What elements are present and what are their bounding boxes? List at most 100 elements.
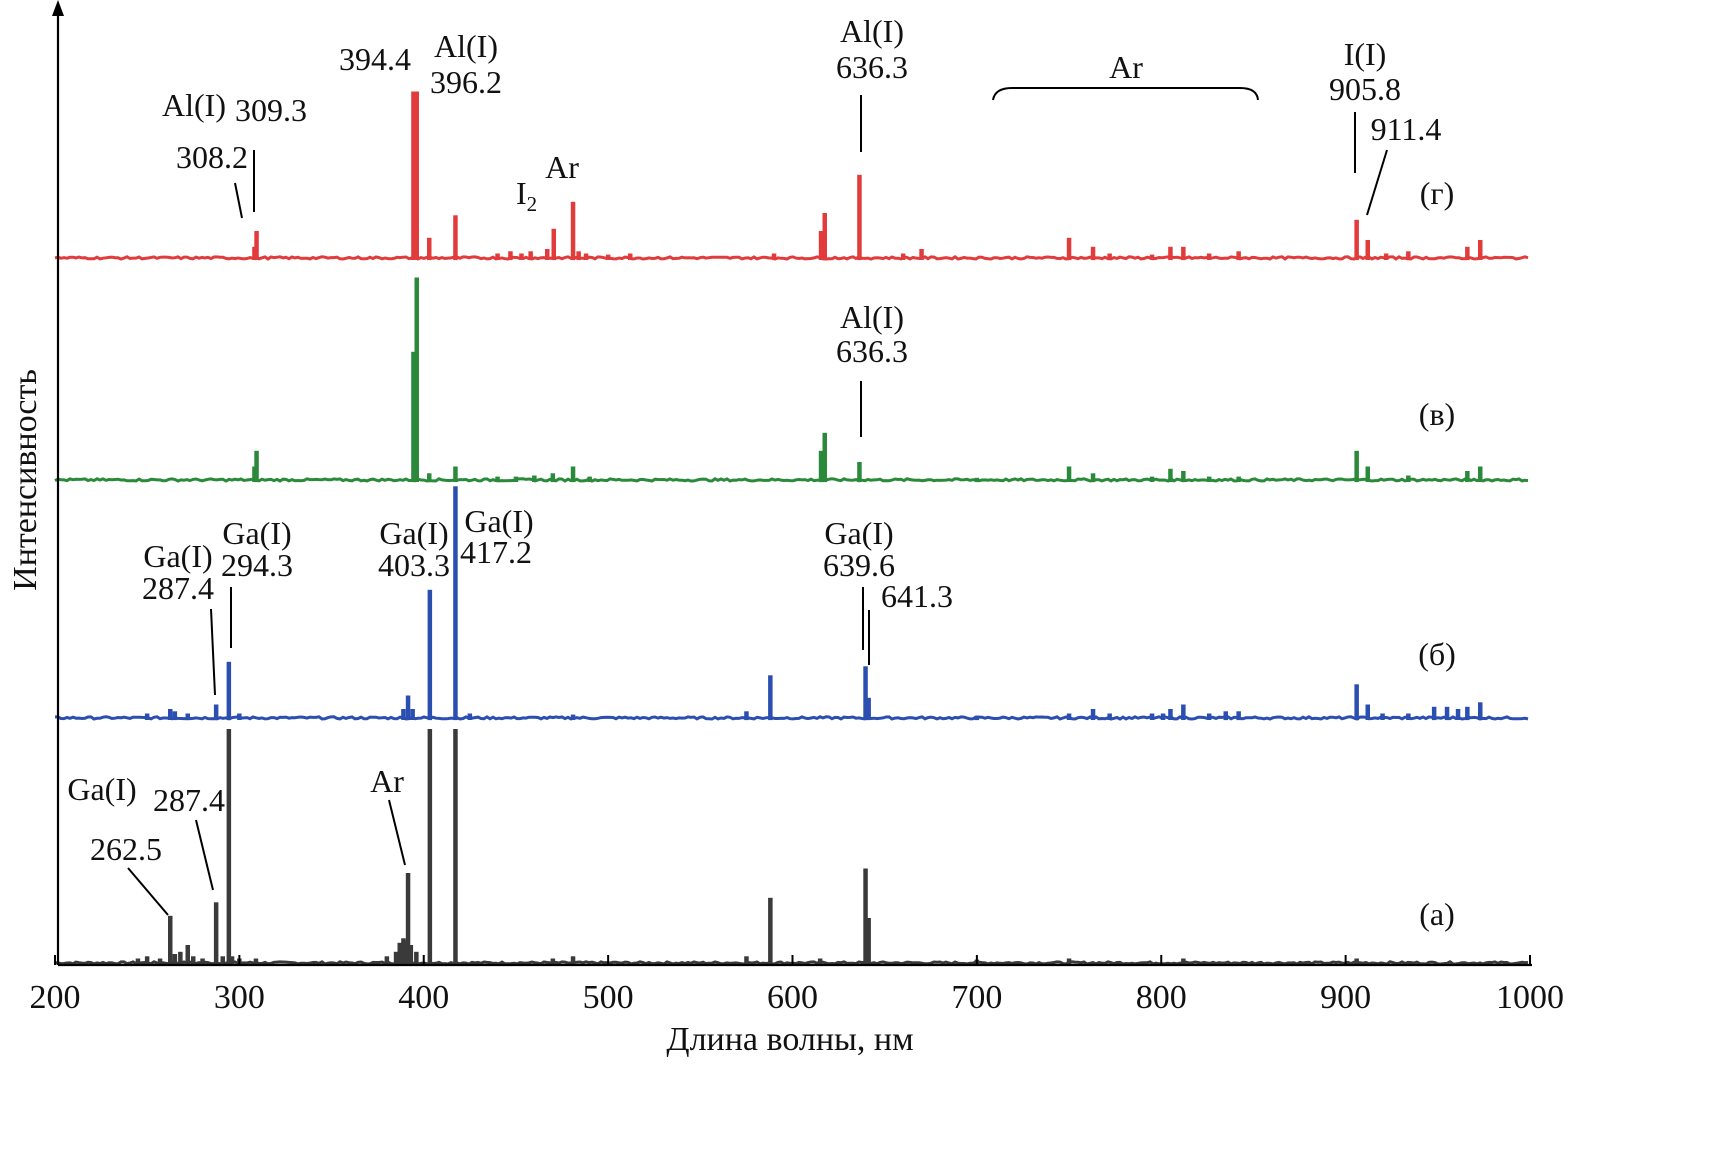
ar-bracket — [992, 87, 1259, 101]
peak-3-18 — [818, 231, 824, 260]
peak-0-8 — [200, 958, 205, 965]
peak-2-9 — [550, 473, 556, 483]
peak-1-3 — [185, 713, 190, 720]
peak-3-28 — [1181, 246, 1186, 261]
peak-3-11 — [551, 228, 556, 261]
peak-2-14 — [857, 462, 862, 482]
peak-3-3 — [414, 91, 419, 260]
x-tick-label-500: 500 — [583, 979, 634, 1016]
x-tick-label-200: 200 — [30, 979, 81, 1016]
peak-3-1 — [254, 231, 259, 260]
annotation-leaders — [127, 87, 1388, 916]
peak-0-14 — [253, 958, 259, 965]
label-g-i-header: I(I) — [1344, 36, 1387, 72]
peak-2-15 — [974, 477, 980, 483]
peak-2-1 — [254, 450, 259, 483]
label-g-911: 911.4 — [1371, 111, 1442, 147]
peak-3-27 — [1168, 246, 1173, 261]
peak-3-35 — [1465, 246, 1470, 261]
label-a-ga-header: Ga(I) — [67, 771, 136, 807]
peak-1-12 — [467, 713, 473, 720]
peak-3-2 — [411, 91, 416, 260]
peak-2-6 — [495, 476, 500, 482]
series-3-baseline — [54, 254, 1529, 261]
peak-0-12 — [229, 956, 235, 966]
peak-0-4 — [172, 954, 178, 965]
label-b-ga-417-header: Ga(I) — [464, 503, 533, 539]
peak-1-33 — [1431, 706, 1437, 721]
label-b-639: 639.6 — [823, 547, 895, 583]
label-g-396: 396.2 — [430, 64, 502, 100]
peak-0-19 — [403, 940, 408, 965]
peak-3-26 — [1149, 254, 1155, 260]
label-g-ar: Ar — [545, 149, 579, 185]
peak-3-8 — [519, 253, 524, 260]
peak-2-19 — [1168, 468, 1173, 483]
peak-1-34 — [1444, 706, 1450, 721]
peak-0-0 — [135, 958, 141, 965]
peak-3-20 — [857, 174, 862, 261]
label-a-287: 287.4 — [153, 782, 225, 818]
label-g-al-636-header: Al(I) — [840, 13, 904, 49]
x-tick-label-900: 900 — [1320, 979, 1371, 1016]
peak-2-16 — [1066, 466, 1072, 482]
label-b-287: 287.4 — [142, 570, 214, 606]
peak-0-24 — [453, 729, 458, 965]
peak-2-2 — [411, 351, 416, 483]
peak-2-26 — [1465, 471, 1470, 482]
peak-1-7 — [401, 709, 406, 720]
peak-3-24 — [1090, 246, 1096, 261]
peak-3-22 — [919, 249, 924, 260]
peak-3-34 — [1406, 251, 1411, 261]
label-g-905: 905.8 — [1329, 71, 1401, 107]
label-g-308: 308.2 — [176, 139, 248, 175]
label-g-al-309-header: Al(I) — [162, 87, 226, 123]
peak-1-27 — [1223, 711, 1228, 721]
peak-3-16 — [628, 253, 633, 260]
peak-1-0 — [144, 713, 150, 720]
peak-3-36 — [1478, 240, 1483, 260]
peak-0-34 — [1181, 958, 1186, 965]
x-axis-ticks: 200 300 400 500 600 700 800 900 1000 — [30, 955, 1564, 1016]
label-g-394: 394.4 — [339, 41, 411, 77]
peak-1-18 — [974, 715, 980, 721]
peak-3-9 — [528, 251, 533, 261]
label-g-i2-sub: 2 — [527, 192, 538, 216]
label-g-ar-bracket: Ar — [1109, 49, 1143, 85]
peak-3-4 — [427, 237, 432, 261]
peak-3-6 — [495, 253, 500, 260]
peak-3-29 — [1206, 253, 1212, 260]
peak-0-20 — [405, 873, 411, 965]
x-tick-label-800: 800 — [1136, 979, 1187, 1016]
peak-1-4 — [213, 704, 219, 720]
label-b-ga-639-header: Ga(I) — [824, 515, 893, 551]
peak-3-32 — [1365, 240, 1370, 260]
label-b-ga-403-header: Ga(I) — [379, 515, 448, 551]
label-g-al-396-header: Al(I) — [434, 28, 498, 64]
peak-1-5 — [226, 661, 232, 721]
peak-3-17 — [771, 253, 777, 260]
series-0 — [54, 729, 1529, 966]
label-g-636: 636.3 — [836, 49, 908, 85]
peak-1-11 — [453, 486, 458, 721]
label-v-al-header: Al(I) — [840, 299, 904, 335]
peak-1-28 — [1236, 711, 1241, 721]
peak-3-14 — [583, 253, 589, 260]
peak-1-36 — [1465, 706, 1470, 721]
peak-1-9 — [410, 709, 415, 720]
peak-0-3 — [168, 915, 173, 966]
peak-1-21 — [1107, 713, 1112, 720]
peak-0-31 — [866, 918, 871, 965]
x-tick-label-400: 400 — [398, 979, 449, 1016]
label-b-417: 417.2 — [460, 534, 532, 570]
peak-2-12 — [818, 450, 824, 483]
tag-v: (в) — [1419, 396, 1455, 432]
peak-3-5 — [453, 215, 458, 261]
label-a-262: 262.5 — [90, 831, 162, 867]
label-b-ga-287-header: Ga(I) — [143, 538, 212, 574]
peak-1-13 — [570, 714, 576, 720]
peak-2-5 — [453, 466, 458, 482]
label-g-i2-main: I — [516, 175, 527, 211]
peak-0-25 — [550, 958, 556, 965]
peak-3-19 — [822, 213, 827, 260]
